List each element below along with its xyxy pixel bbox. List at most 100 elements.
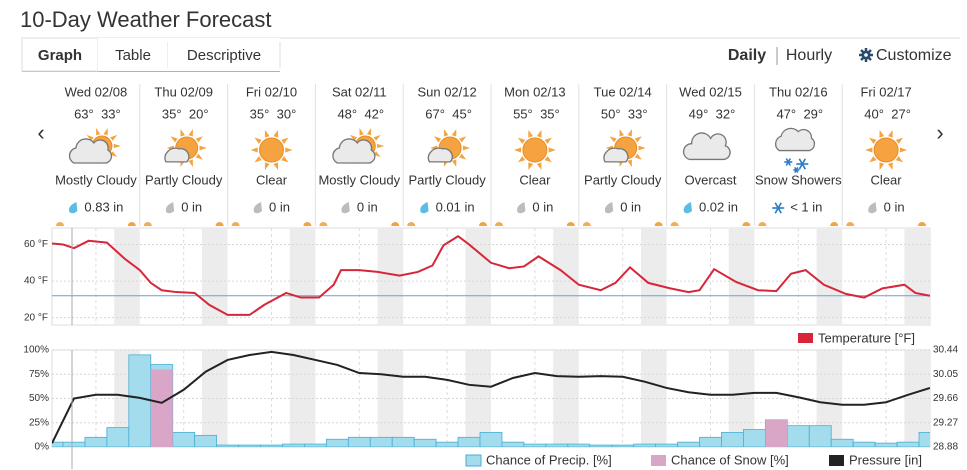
sun-ray [627,128,632,137]
day-precip: 0 in [884,199,905,214]
day-low: 27° [891,106,911,121]
weather-icon [865,130,908,170]
bar [369,436,393,447]
snowflake-arm [774,202,782,214]
legend-label: Chance of Precip. [%] [486,452,612,467]
legend-label: Temperature [°F] [818,330,915,345]
bar [501,441,525,447]
sun-ray [887,162,893,170]
tab-label[interactable]: Graph [38,47,82,64]
day-high: 40° [864,106,884,121]
bar [567,443,591,447]
bar [743,429,766,447]
snowflake-arm [794,167,799,173]
next-arrow[interactable]: › [936,120,943,145]
tab-label[interactable]: Table [115,47,151,64]
night-band [640,228,667,325]
bar [545,443,569,447]
bar [128,354,152,447]
day-precip: 0 in [532,199,553,214]
day-high: 35° [250,106,270,121]
night-band [553,228,579,325]
sun-ray [273,130,279,138]
day-high: 55° [513,106,533,121]
sun-ray [634,136,642,143]
sun-ray [451,128,457,137]
y-tick-label: 50% [29,393,49,404]
sun-ray [273,162,279,170]
day-condition: Mostly Cloudy [55,172,137,187]
day-low: 30° [277,106,297,121]
bar [84,436,108,447]
tab[interactable] [98,38,168,71]
day-high: 67° [425,106,445,121]
sun-marker [391,222,400,226]
tab[interactable] [168,38,280,71]
bar [62,441,86,447]
sun-marker [215,222,224,226]
day-date: Sun 02/12 [417,84,476,99]
sun-ray [544,137,552,144]
sun-ray [195,153,203,160]
drop-icon [868,202,877,214]
bar [479,432,503,447]
y-tick-label: 0% [35,442,50,453]
sun-ray [113,143,121,149]
night-band [289,350,316,447]
bar [589,444,613,447]
legend-label: Chance of Snow [%] [671,452,789,467]
sun-ray [443,128,449,137]
day-date: Wed 02/15 [679,84,742,99]
bar [150,369,173,447]
drop-icon [683,202,692,214]
sun-disc [259,137,284,163]
sun-ray [638,145,646,151]
view-option[interactable]: Daily [728,47,766,64]
view-option[interactable]: Hourly [786,47,832,64]
bar [611,444,635,447]
y-tick-label: 75% [29,369,49,380]
sun-ray [513,147,522,153]
day-low: 33° [628,106,648,121]
prev-arrow[interactable]: ‹ [37,120,44,145]
sun-ray [264,162,270,170]
bar [106,427,130,447]
sun-marker [566,222,575,226]
sun-ray [517,137,526,144]
cloud [775,127,816,152]
sun-ray [366,127,372,136]
cloud [164,147,190,163]
tab-label[interactable]: Descriptive [187,47,261,64]
bar [830,438,854,447]
sun-ray [281,156,289,163]
bar [765,419,788,447]
sun-ray [180,128,185,137]
sun-ray [377,143,385,149]
day-date: Mon 02/13 [504,84,565,99]
sun-ray [285,147,293,153]
day-precip: 0.83 in [84,199,123,214]
bar [896,441,920,447]
tab[interactable] [21,37,99,72]
day-precip: 0.02 in [699,199,738,214]
bar [391,436,415,447]
sun-ray [536,130,542,138]
sun-marker [742,222,751,226]
sun-ray [195,136,203,143]
sun-ray [373,151,381,158]
customize-link[interactable]: Customize [876,47,952,64]
day-precip: 0.01 in [436,199,475,214]
y2-tick-label: 29.66 [933,393,958,404]
legend-label: Pressure [in] [849,452,922,467]
sun-ray [281,137,289,144]
sun-ray [536,162,542,170]
sun-marker [56,222,64,226]
y2-tick-label: 30.05 [933,369,958,380]
y-tick-label: 25% [29,417,49,428]
series-line [52,350,930,444]
night-band [114,228,140,325]
day-date: Sat 02/11 [332,84,387,99]
drop-icon [69,202,78,214]
bar [435,441,459,447]
day-precip: 0 in [357,199,378,214]
